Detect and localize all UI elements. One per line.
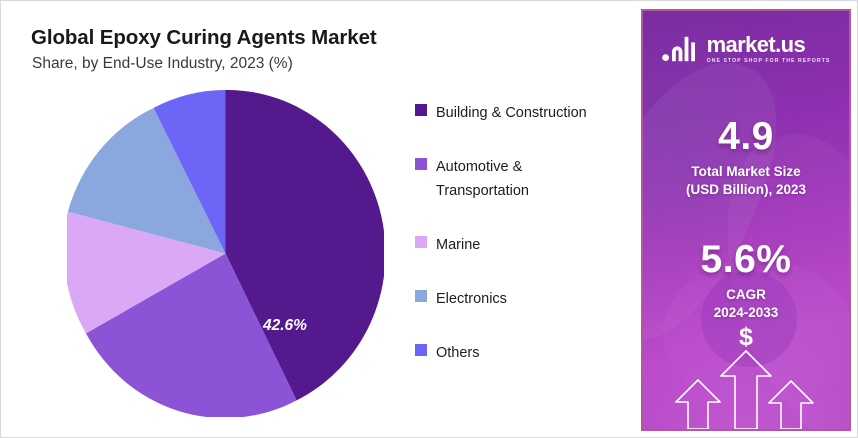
legend-item-label: Marine xyxy=(436,237,481,253)
page-title: Global Epoxy Curing Agents Market xyxy=(31,26,377,49)
cagr-stat: 5.6% CAGR 2024-2033 xyxy=(643,239,849,322)
pie-slice-marine[interactable] xyxy=(67,211,226,334)
legend-item-building-construction[interactable]: Building & Construction xyxy=(415,101,630,125)
legend-item-label: Automotive & Transportation xyxy=(436,159,529,199)
legend-item-marine[interactable]: Marine xyxy=(415,233,630,257)
pie-slice-automotive-transportation[interactable] xyxy=(86,253,297,418)
legend-item-electronics[interactable]: Electronics xyxy=(415,287,630,311)
legend-item-label: Others xyxy=(436,345,480,361)
market-us-logo-icon xyxy=(661,36,695,62)
logo-tagline: ONE STOP SHOP FOR THE REPORTS xyxy=(706,58,831,64)
brand-logo[interactable]: market.us ONE STOP SHOP FOR THE REPORTS xyxy=(643,34,849,64)
legend-swatch-icon xyxy=(415,290,427,302)
pie-slice-electronics[interactable] xyxy=(67,107,226,254)
logo-text-block: market.us ONE STOP SHOP FOR THE REPORTS xyxy=(706,32,831,65)
pie-chart: 42.6% xyxy=(67,90,384,417)
market-size-caption: Total Market Size (USD Billion), 2023 xyxy=(685,164,807,197)
legend-item-others[interactable]: Others xyxy=(415,341,630,365)
chart-panel: Global Epoxy Curing Agents Market Share,… xyxy=(1,1,637,437)
legend-swatch-icon xyxy=(415,104,427,116)
arrow-up-center-icon xyxy=(720,350,772,429)
pie-slice-building-construction[interactable] xyxy=(225,90,385,401)
pie-slice-others[interactable] xyxy=(153,90,226,254)
cagr-value: 5.6% xyxy=(700,238,792,281)
pie-chart-svg xyxy=(67,90,384,417)
market-size-value: 4.9 xyxy=(718,115,774,158)
legend-swatch-icon xyxy=(415,344,427,356)
legend-swatch-icon xyxy=(415,236,427,248)
pie-slice-value-label: 42.6% xyxy=(263,317,307,334)
arrow-up-left-icon xyxy=(675,379,721,429)
cagr-caption: CAGR 2024-2033 xyxy=(713,287,779,320)
chart-subtitle: Share, by End-Use Industry, 2023 (%) xyxy=(32,55,293,72)
arrow-up-right-icon xyxy=(768,380,814,429)
legend-swatch-icon xyxy=(415,158,427,170)
chart-legend: Building & Construction Automotive & Tra… xyxy=(415,101,630,395)
legend-item-label: Electronics xyxy=(436,291,507,307)
legend-item-automotive-transportation[interactable]: Automotive & Transportation xyxy=(415,155,630,203)
legend-item-label: Building & Construction xyxy=(436,105,587,121)
stat-panel: market.us ONE STOP SHOP FOR THE REPORTS … xyxy=(641,9,851,431)
growth-arrows-graphic: $ xyxy=(643,319,849,429)
dollar-sign-icon: $ xyxy=(739,323,753,351)
market-size-stat: 4.9 Total Market Size (USD Billion), 202… xyxy=(643,116,849,199)
growth-arrows-svg: $ xyxy=(675,323,814,429)
logo-wordmark: market.us xyxy=(706,32,806,57)
